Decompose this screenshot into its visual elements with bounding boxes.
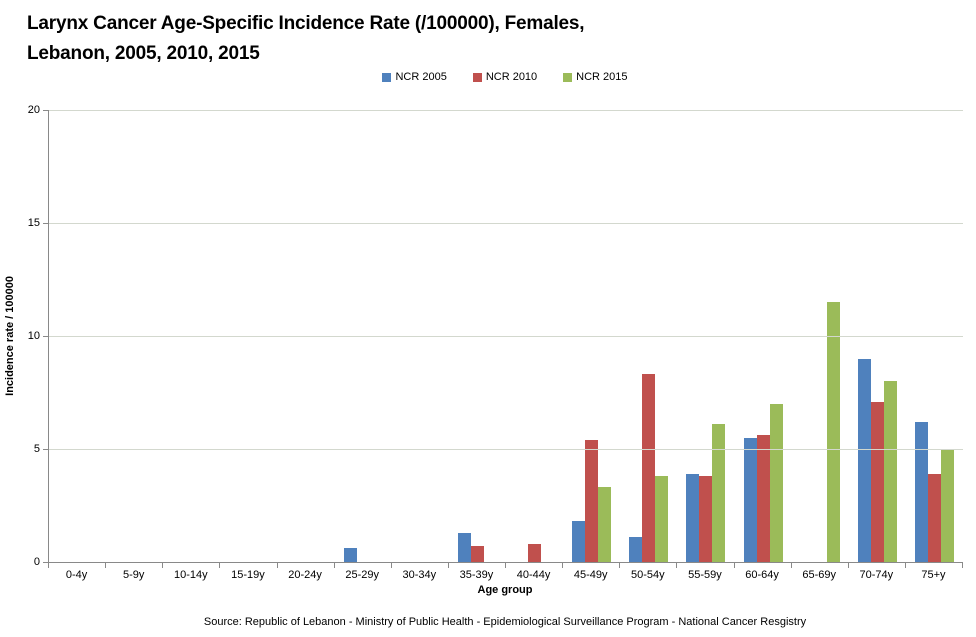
x-axis-tick-label: 15-19y: [231, 569, 265, 581]
x-axis-tick: [105, 563, 107, 568]
bar-group-60-64y: [735, 110, 792, 562]
x-axis-tick-label: 10-14y: [173, 569, 208, 581]
x-axis-tick-label: 35-39y: [459, 569, 494, 581]
bar-group-65-69y: [792, 110, 849, 562]
bar-ncr-2010-50-54y: [642, 374, 656, 562]
bar-group-25-29y: [335, 110, 392, 562]
bar-ncr-2010-35-39y: [470, 546, 484, 562]
legend-swatch-icon: [472, 72, 482, 82]
gridline-10: [49, 336, 963, 337]
bar-ncr-2010-45-49y: [585, 439, 599, 562]
y-axis-tick-label: 5: [33, 442, 40, 455]
x-axis-tick: [333, 563, 335, 568]
x-axis-tick-label: 5-9y: [122, 569, 145, 581]
y-axis-tick-label: 10: [27, 329, 40, 342]
bar-ncr-2010-75+y: [927, 473, 941, 562]
bar-ncr-2005-70-74y: [857, 358, 871, 562]
bar-ncr-2015-50-54y: [655, 476, 669, 562]
bars-container: [49, 110, 963, 562]
bar-ncr-2005-45-49y: [572, 521, 586, 562]
y-axis-tick-label: 0: [33, 555, 40, 568]
bar-ncr-2010-70-74y: [870, 401, 884, 562]
y-axis-tick: [43, 335, 48, 337]
x-axis-tick: [904, 563, 906, 568]
x-axis-tick-label: 70-74y: [859, 569, 894, 581]
bar-ncr-2005-25-29y: [343, 548, 357, 562]
bar-ncr-2010-60-64y: [756, 435, 770, 562]
bar-ncr-2015-45-49y: [598, 487, 612, 562]
y-axis-tick: [43, 109, 48, 111]
x-axis-tick: [219, 563, 221, 568]
chart-title: Larynx Cancer Age-Specific Incidence Rat…: [27, 9, 585, 69]
x-axis-tick: [162, 563, 164, 568]
bar-group-75+y: [906, 110, 963, 562]
x-axis-tick: [562, 563, 564, 568]
legend-label: NCR 2015: [576, 71, 628, 83]
x-axis-tick: [733, 563, 735, 568]
bar-ncr-2005-60-64y: [743, 437, 757, 562]
legend-item-ncr-2015: NCR 2015: [563, 71, 628, 83]
x-axis-tick-label: 75+y: [921, 569, 946, 581]
legend-swatch-icon: [382, 72, 392, 82]
x-axis-tick-label: 30-34y: [402, 569, 437, 581]
x-axis-title: Age group: [477, 584, 533, 596]
x-axis-tick-label: 45-49y: [573, 569, 608, 581]
bar-group-45-49y: [563, 110, 620, 562]
legend-item-ncr-2010: NCR 2010: [472, 71, 538, 83]
legend-swatch-icon: [563, 72, 573, 82]
x-axis-tick: [790, 563, 792, 568]
x-axis-tick-label: 50-54y: [630, 569, 665, 581]
x-axis-tick-label: 0-4y: [65, 569, 88, 581]
bar-ncr-2005-75+y: [914, 421, 928, 562]
bar-ncr-2015-75+y: [940, 449, 954, 562]
x-axis-tick: [676, 563, 678, 568]
x-axis-tick: [505, 563, 506, 568]
gridline-20: [49, 110, 963, 111]
chart-title-line2: Lebanon, 2005, 2010, 2015: [27, 43, 260, 64]
bar-group-70-74y: [849, 110, 906, 562]
legend-label: NCR 2010: [485, 71, 538, 83]
bar-ncr-2015-65-69y: [826, 302, 840, 562]
bar-ncr-2010-40-44y: [528, 543, 542, 562]
x-axis-tick: [447, 563, 449, 568]
bar-group-50-54y: [620, 110, 677, 562]
y-axis-tick: [43, 222, 48, 224]
bar-group-40-44y: [506, 110, 563, 562]
bar-ncr-2015-70-74y: [883, 381, 897, 562]
x-axis-tick-label: 60-64y: [745, 569, 779, 581]
chart-legend: NCR 2005 NCR 2010 NCR 2015: [48, 68, 962, 86]
x-axis-tick-labels: 0-4y 5-9y 10-14y 15-19y 20-24y 25-29y 30-34y 35…: [48, 569, 962, 581]
source-note: Source: Republic of Lebanon - Ministry o…: [203, 616, 807, 628]
bar-ncr-2005-35-39y: [457, 532, 471, 562]
x-axis-tick: [847, 563, 849, 568]
gridline-5: [49, 449, 963, 450]
x-axis-tick-label: 25-29y: [345, 569, 379, 581]
x-axis-tick-label: 20-24y: [288, 569, 322, 581]
y-axis-tick: [43, 561, 48, 563]
x-axis-tick-label: 55-59y: [688, 569, 722, 581]
y-axis-tick-label: 20: [27, 103, 40, 116]
bar-ncr-2010-55-59y: [699, 476, 713, 562]
y-axis-tick-label: 15: [27, 216, 40, 229]
x-axis-tick-label: 40-44y: [516, 569, 551, 581]
gridline-15: [49, 223, 963, 224]
x-axis-tick: [48, 563, 49, 568]
plot-area: [48, 110, 963, 563]
legend-label: NCR 2005: [395, 71, 447, 83]
x-axis-tick: [619, 563, 621, 568]
chart-title-line1: Larynx Cancer Age-Specific Incidence Rat…: [27, 13, 585, 34]
y-axis-tick: [43, 448, 48, 450]
x-axis-tick-label: 65-69y: [802, 569, 836, 581]
bar-ncr-2015-60-64y: [769, 403, 783, 562]
x-axis-tick: [276, 563, 278, 568]
bar-ncr-2015-55-59y: [712, 424, 726, 562]
bar-ncr-2005-55-59y: [686, 473, 700, 562]
legend-item-ncr-2005: NCR 2005: [382, 71, 447, 83]
x-axis-tick: [390, 563, 392, 568]
bar-group-35-39y: [449, 110, 506, 562]
bar-group-55-59y: [677, 110, 734, 562]
x-axis-tick: [962, 563, 963, 568]
bar-ncr-2005-50-54y: [629, 537, 643, 562]
